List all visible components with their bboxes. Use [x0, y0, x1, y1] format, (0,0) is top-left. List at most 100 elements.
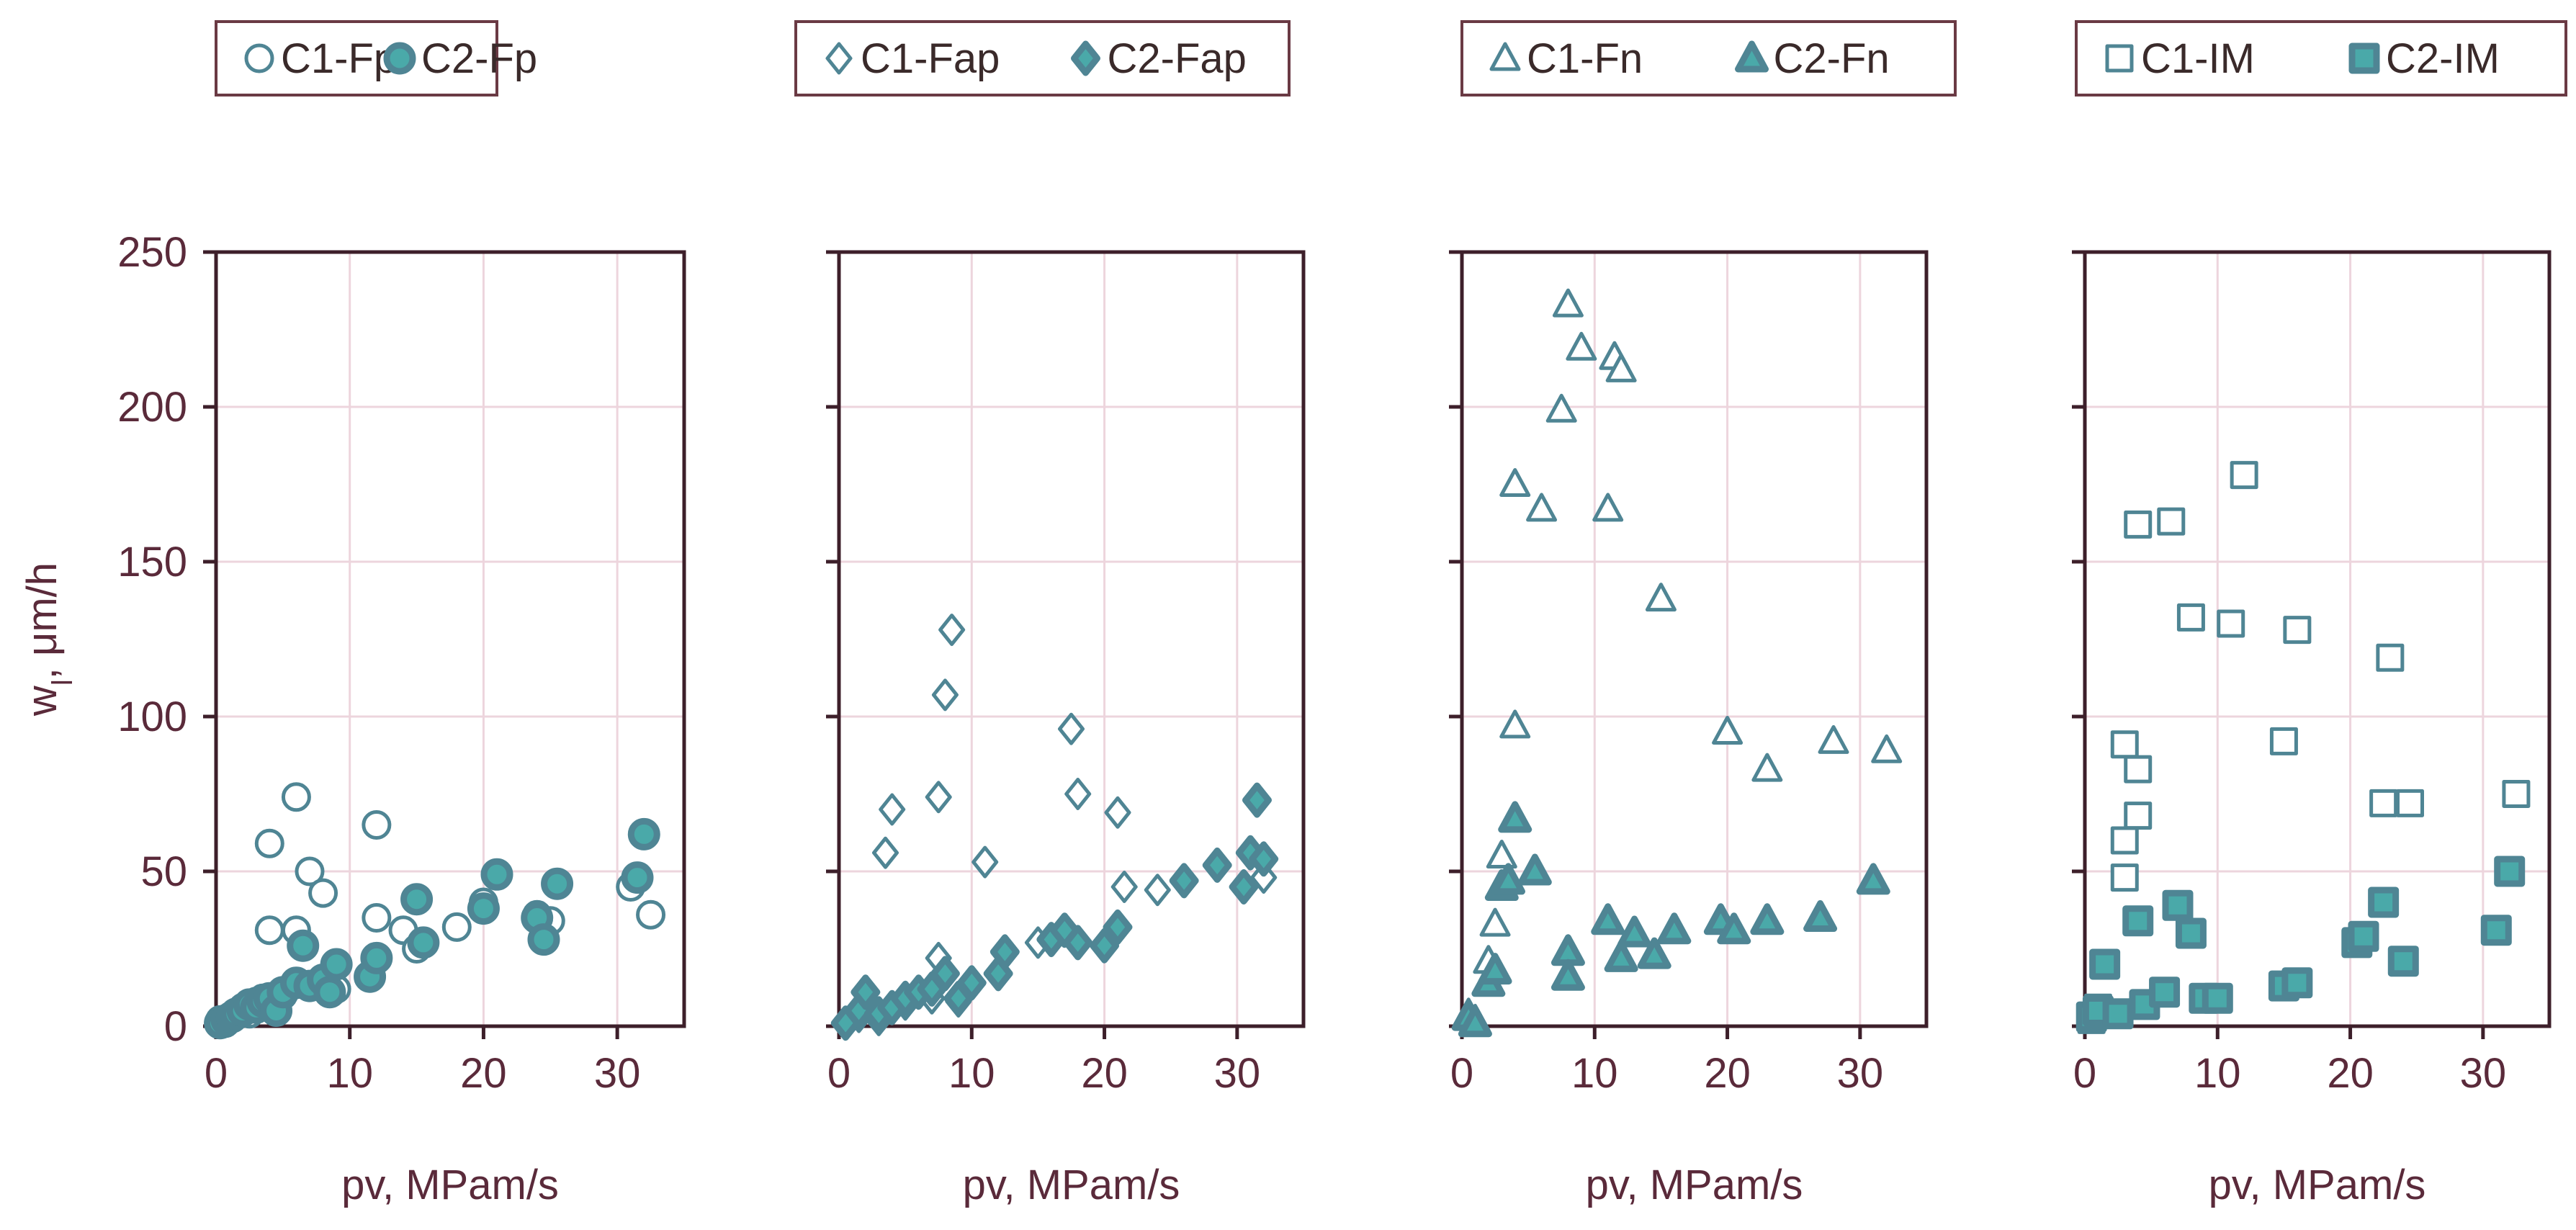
- data-point: [2376, 643, 2405, 672]
- panel-2: 0 10 20 30 pv, MPam/s C1-Fap C2-Fap: [794, 20, 1306, 1208]
- data-point: [1566, 331, 1597, 361]
- data-point: [636, 899, 666, 930]
- x-tick-label: 10: [1571, 1050, 1618, 1097]
- data-point: [1479, 907, 1511, 937]
- data-point: [1242, 782, 1272, 818]
- data-point: [930, 956, 960, 992]
- data-point: [1202, 847, 1232, 883]
- legend: C1-Fn C2-Fn: [1460, 20, 1957, 96]
- legend: C1-Fp C2-Fp: [215, 20, 537, 96]
- data-point: [480, 858, 513, 891]
- y-axis-label-main: w: [19, 685, 66, 717]
- data-point: [1498, 801, 1532, 833]
- data-point: [1550, 959, 1585, 991]
- data-point: [1517, 853, 1552, 886]
- data-point: [2217, 609, 2245, 638]
- data-point: [879, 793, 906, 826]
- data-point: [2124, 802, 2153, 830]
- data-point: [2102, 998, 2134, 1030]
- data-point: [2369, 789, 2398, 817]
- x-tick-label: 0: [827, 1050, 851, 1097]
- data-point: [938, 614, 966, 647]
- legend-label: C2-Fap: [1108, 35, 1247, 82]
- y-tick-label: 50: [140, 848, 187, 895]
- data-point: [254, 828, 284, 858]
- legend-marker: [825, 42, 853, 75]
- y-axis-label: wl, μm/h: [19, 562, 78, 717]
- data-point: [467, 892, 500, 925]
- data-point: [1169, 863, 1199, 899]
- legend-label: C1-Fp: [281, 35, 397, 82]
- x-tick-label: 10: [948, 1050, 995, 1097]
- y-tick-label: 250: [117, 229, 187, 276]
- data-point: [1478, 953, 1512, 985]
- data-point: [2269, 727, 2298, 755]
- data-point: [1064, 778, 1092, 810]
- data-point: [1645, 583, 1677, 612]
- data-point: [407, 926, 440, 959]
- data-point: [1458, 1005, 1492, 1038]
- data-point: [872, 836, 899, 869]
- data-point: [2157, 507, 2186, 536]
- legend-marker: [1071, 40, 1100, 76]
- legend-box: [1460, 20, 1957, 96]
- data-point: [360, 941, 393, 974]
- data-point: [1144, 874, 1171, 907]
- panel-4: 0 10 20 30 pv, MPam/s C1-IM C2-IM: [2072, 20, 2567, 1208]
- y-tick-label: 0: [164, 1003, 187, 1050]
- y-tick-label: 200: [117, 384, 187, 431]
- data-point: [1591, 903, 1625, 935]
- data-point: [1058, 712, 1085, 745]
- data-point: [2202, 982, 2233, 1014]
- series-C2-Fp: [204, 817, 660, 1040]
- data-point: [1750, 903, 1785, 935]
- legend-label: C2-IM: [2386, 35, 2500, 82]
- x-tick-label: 20: [1704, 1050, 1751, 1097]
- data-point: [2110, 863, 2139, 892]
- y-axis-label-subscript: l: [47, 679, 78, 686]
- plot-frame: [2083, 250, 2552, 1028]
- series-C1-Fap: [832, 614, 1278, 1040]
- data-point: [971, 845, 999, 879]
- data-point: [254, 915, 284, 946]
- data-point: [2110, 730, 2139, 759]
- data-point: [400, 883, 434, 916]
- data-point: [1592, 493, 1624, 522]
- data-point: [627, 817, 660, 850]
- legend: C1-Fap C2-Fap: [794, 20, 1291, 96]
- x-axis-label: pv, MPam/s: [963, 1162, 1180, 1208]
- data-point: [362, 810, 392, 840]
- data-point: [1605, 353, 1637, 382]
- legend-label: C2-Fn: [1774, 35, 1890, 82]
- data-point: [1110, 871, 1138, 903]
- x-axis-label: pv, MPam/s: [2209, 1162, 2426, 1208]
- data-point: [2281, 967, 2313, 999]
- y-tick-label: 150: [117, 539, 187, 585]
- plot-frame: [214, 250, 686, 1028]
- data-point: [2124, 755, 2153, 784]
- x-tick-label: 10: [326, 1050, 373, 1097]
- legend-box: [794, 20, 1291, 96]
- data-point: [2122, 905, 2154, 937]
- data-point: [1617, 915, 1652, 948]
- x-axis-label: pv, MPam/s: [1586, 1162, 1803, 1208]
- data-point: [2348, 920, 2379, 952]
- series-C2-Fn: [1451, 801, 1890, 1038]
- data-point: [2230, 461, 2258, 490]
- legend-label: C1-Fn: [1527, 35, 1643, 82]
- data-point: [295, 856, 325, 886]
- series-C1-IM: [2077, 461, 2531, 1034]
- data-point: [1550, 934, 1585, 966]
- data-point: [989, 934, 1020, 970]
- x-tick-label: 30: [1214, 1050, 1261, 1097]
- data-point: [1818, 724, 1849, 754]
- legend: C1-IM C2-IM: [2075, 20, 2567, 96]
- data-point: [2387, 946, 2419, 977]
- legend-box: [2075, 20, 2567, 96]
- data-point: [1499, 468, 1531, 497]
- data-point: [1751, 753, 1783, 782]
- data-point: [1657, 912, 1692, 945]
- data-point: [1486, 840, 1517, 868]
- data-point: [925, 781, 952, 814]
